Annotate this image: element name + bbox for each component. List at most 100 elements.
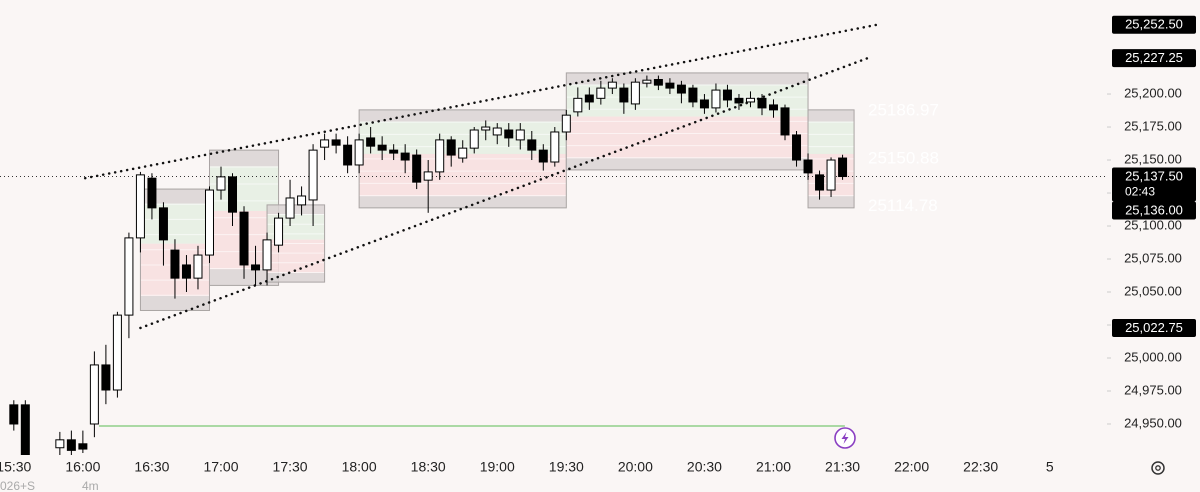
zone-band [566, 72, 809, 85]
candle-body [458, 147, 468, 159]
zone-label: 25114.78 [868, 196, 938, 215]
candle-body [55, 439, 65, 449]
candle-body [274, 217, 284, 246]
y-tick-label: 24,950.00 [1124, 415, 1182, 430]
candle-body [653, 79, 663, 86]
candle-body [400, 152, 410, 161]
candle-body [769, 104, 778, 111]
zone-band [566, 116, 809, 159]
zone-band [140, 203, 210, 244]
candle-body [204, 189, 214, 256]
candle-body [642, 79, 652, 84]
zone-band [808, 121, 855, 154]
price-tag [1112, 49, 1196, 68]
price-tag [1112, 15, 1196, 34]
candle-body [66, 439, 76, 451]
zone-label: 25186.97 [868, 101, 939, 120]
trendline [139, 56, 870, 330]
candle-body [711, 89, 721, 109]
candle-body [181, 264, 191, 279]
candle-body [826, 159, 836, 191]
x-tick-label: 16:00 [65, 459, 100, 475]
x-tick-label: 21:00 [756, 459, 791, 475]
x-tick-label: 18:30 [411, 459, 446, 475]
zone-band [566, 84, 809, 117]
gear-center [1155, 465, 1161, 471]
candle-body [803, 159, 813, 174]
candle-body [665, 82, 675, 89]
zone-band [359, 196, 567, 208]
zone-band [566, 158, 809, 170]
price-tag [1112, 167, 1196, 202]
candle-body [838, 157, 848, 178]
candle-body [619, 87, 629, 103]
candle-body [412, 154, 422, 183]
x-tick-label: 22:00 [894, 459, 929, 475]
x-tick-label: 16:30 [134, 459, 169, 475]
x-tick-label: 18:00 [342, 459, 377, 475]
zone-band [359, 109, 567, 122]
y-tick-label: 25,150.00 [1124, 151, 1182, 166]
zone-band [808, 196, 855, 208]
zone-band [209, 150, 279, 167]
candle-body [481, 126, 491, 131]
candle-body [262, 239, 272, 271]
candle-body [446, 139, 456, 156]
candle-body [423, 171, 433, 181]
y-tick-label: 25,100.00 [1124, 217, 1182, 232]
x-tick-label: 5 [1046, 459, 1054, 475]
candle-body [573, 97, 583, 113]
zone-band [267, 272, 325, 283]
x-tick-label: 22:30 [963, 459, 998, 475]
candle-body [757, 97, 767, 109]
x-tick-label: 19:00 [480, 459, 515, 475]
candle-body [584, 94, 594, 103]
x-tick-label: 17:00 [203, 459, 238, 475]
zone-band [140, 189, 210, 204]
price-tag-label: 25,136.00 [1125, 202, 1183, 217]
candle-body [343, 144, 353, 166]
y-tick-label: 25,175.00 [1124, 118, 1182, 133]
candle-body [112, 314, 122, 391]
candle-body [366, 137, 376, 147]
candle-body [158, 207, 168, 241]
candle-body [20, 404, 30, 455]
candle-body [550, 131, 560, 163]
candle-body [780, 107, 790, 136]
alert-icon[interactable] [834, 427, 856, 449]
gear-ring [1151, 461, 1165, 475]
x-tick-label: 19:30 [549, 459, 584, 475]
settings-icon[interactable] [1151, 461, 1165, 475]
candle-body [193, 254, 203, 279]
candle-body [745, 97, 755, 103]
x-tick-label: 20:30 [687, 459, 722, 475]
footer-left: 026+S [0, 479, 35, 492]
candle-body [469, 129, 479, 149]
candle-body [596, 87, 606, 99]
y-tick-label: 25,075.00 [1124, 250, 1182, 265]
price-tag [1112, 318, 1196, 337]
x-tick-label: 15:30 [0, 459, 32, 475]
candle-body [504, 129, 514, 139]
candle-body [676, 84, 686, 94]
candle-body [78, 443, 88, 450]
plot-area: 25186.97 25150.88 25114.78 [0, 23, 1105, 455]
countdown: 02:43 [1125, 185, 1155, 199]
y-tick-label: 25,200.00 [1124, 85, 1182, 100]
zone-band [140, 295, 210, 311]
candle-body [699, 99, 709, 109]
y-tick-label: 25,000.00 [1124, 349, 1182, 364]
candle-body [297, 195, 307, 206]
candle-body [9, 404, 19, 425]
candle-body [251, 264, 261, 271]
candle-body [124, 237, 134, 316]
zone-band [267, 204, 325, 215]
candle-body [331, 139, 341, 146]
candle-body [607, 81, 617, 89]
x-tick-label: 20:00 [618, 459, 653, 475]
candle-body [216, 176, 226, 191]
zone-label: 25150.88 [868, 148, 939, 167]
candle-body [377, 144, 387, 151]
candle-body [354, 139, 364, 166]
